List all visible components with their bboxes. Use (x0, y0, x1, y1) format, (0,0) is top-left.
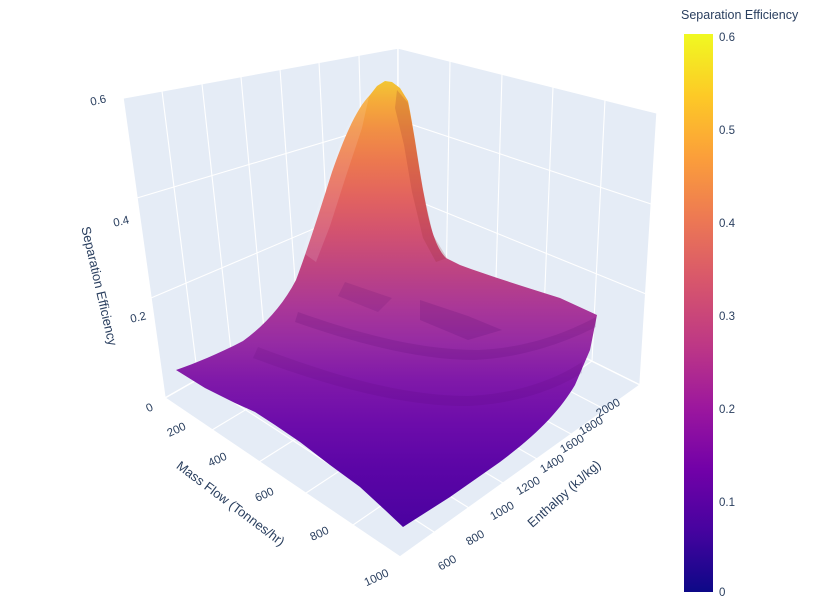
z-axis-title: Separation Efficiency (78, 225, 120, 348)
surface-shadow-peak-face (395, 90, 447, 262)
surface-silhouette (176, 81, 597, 527)
x-axis-tick: 0 (144, 401, 155, 415)
colorbar-tick: 0.4 (719, 218, 736, 230)
z-axis-tick: 0.2 (129, 310, 147, 325)
x-axis-tick: 1000 (363, 567, 391, 589)
colorbar-tick: 0.6 (719, 32, 735, 44)
colorbar-tick: 0.2 (719, 404, 735, 416)
colorbar: Separation Efficiency 0.6 0.5 0.4 0.3 0.… (681, 8, 799, 599)
colorbar-gradient (684, 34, 713, 592)
x-axis-tick: 200 (166, 421, 188, 440)
y-axis-tick: 1400 (538, 453, 566, 476)
colorbar-tick: 0.5 (719, 125, 735, 137)
surface-terrace-band-2 (253, 347, 582, 406)
surface-step-patch-1 (420, 300, 502, 340)
y-axis-tick: 600 (436, 553, 459, 573)
x-axis-tick: 400 (207, 451, 229, 470)
y-axis-tick: 800 (464, 528, 487, 548)
y-axis-tick: 1200 (514, 475, 542, 498)
z-axis-tick: 0.6 (89, 93, 107, 108)
y-axis-title: Enthalpy (kJ/kg) (524, 457, 603, 531)
colorbar-tick: 0.3 (719, 311, 735, 323)
surface-step-patch-2 (338, 282, 392, 312)
colorbar-tick: 0 (719, 587, 725, 599)
colorbar-title: Separation Efficiency (681, 8, 799, 22)
surface-highlight-left-flank (302, 92, 370, 262)
y-axis-tick: 1000 (488, 500, 516, 523)
surface-mesh (176, 81, 597, 527)
x-axis-tick: 800 (309, 525, 331, 544)
colorbar-tick: 0.1 (719, 497, 735, 509)
x-axis-tick: 600 (254, 486, 276, 505)
z-axis-tick: 0.4 (112, 214, 131, 229)
x-axis-title: Mass Flow (Tonnes/hr) (174, 458, 288, 549)
wall-right-grid (397, 60, 652, 362)
surface-terrace-band-1 (295, 312, 596, 360)
